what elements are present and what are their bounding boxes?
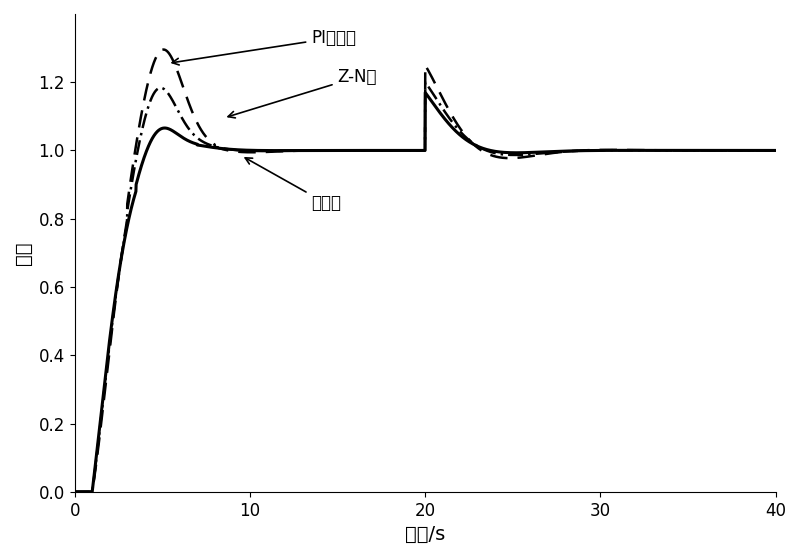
X-axis label: 时间/s: 时间/s [405,525,446,544]
Y-axis label: 响应: 响应 [14,241,33,264]
Text: PI控制器: PI控制器 [172,29,356,65]
Text: Z-N法: Z-N法 [228,68,377,118]
Text: 本方法: 本方法 [245,158,342,213]
